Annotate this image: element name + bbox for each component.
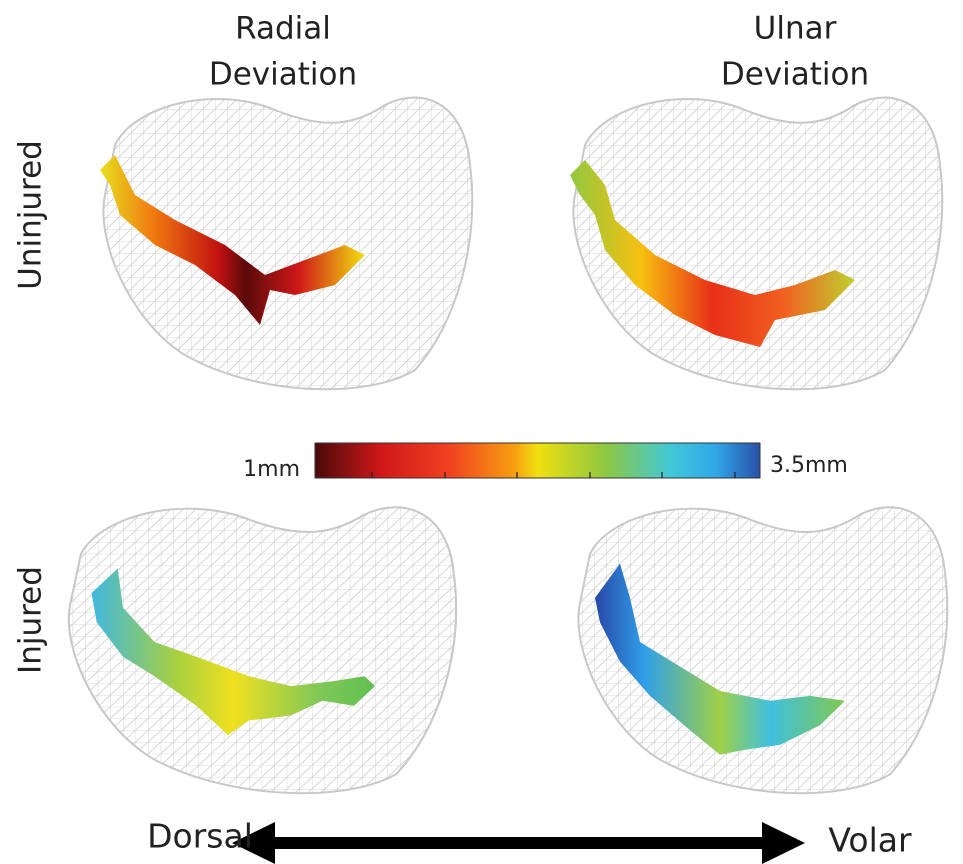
row-label: Injured xyxy=(13,566,49,674)
mesh-surface xyxy=(67,506,458,795)
contact-patch xyxy=(91,568,375,736)
arrow-head xyxy=(232,822,275,864)
contact-patch xyxy=(595,563,845,755)
contact-patch xyxy=(570,160,855,347)
colorbar-min-label: 1mm xyxy=(243,457,300,482)
colorbar xyxy=(314,442,761,479)
column-title: Deviation xyxy=(721,57,869,93)
mesh-surface xyxy=(100,96,474,391)
contact-patch xyxy=(100,155,365,325)
column-title: Ulnar xyxy=(754,11,837,47)
mesh-surface xyxy=(577,506,949,795)
column-title: Radial xyxy=(235,11,331,47)
colorbar-max-label: 3.5mm xyxy=(770,453,848,478)
colorbar-ticks xyxy=(371,472,736,478)
direction-label: Volar xyxy=(828,821,912,860)
direction-label: Dorsal xyxy=(147,817,253,856)
arrow-head xyxy=(762,822,805,864)
column-title: Deviation xyxy=(209,57,357,93)
mesh-surface xyxy=(570,96,944,391)
row-label: Uninjured xyxy=(13,140,49,290)
